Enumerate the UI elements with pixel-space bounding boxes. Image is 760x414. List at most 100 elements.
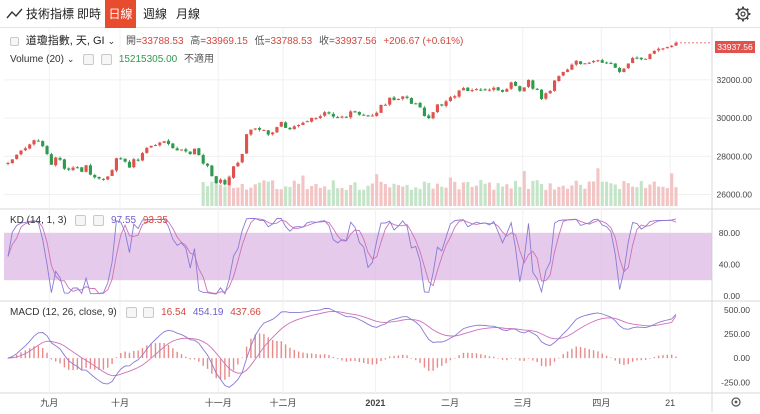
candle-body [58, 157, 62, 160]
macd-hist-bar [610, 357, 612, 359]
macd-hist-bar [649, 358, 651, 359]
candle-body [613, 63, 617, 68]
indicators-menu[interactable]: 技術指標 [26, 7, 75, 21]
macd-hist-bar [289, 347, 291, 359]
candle-body [132, 159, 136, 168]
candle-body [327, 112, 331, 114]
volume-bar [579, 184, 583, 206]
symbol-label[interactable]: 道瓊指數, 天, GI [25, 35, 105, 47]
macd-hist-bar [111, 358, 113, 364]
macd-hist-bar [263, 334, 265, 359]
volume-bar [240, 184, 244, 206]
chevron-down-icon[interactable]: ⌄ [66, 54, 75, 64]
volume-bar [461, 182, 466, 206]
volume-bar [513, 180, 518, 206]
candle-body [336, 117, 340, 119]
chevron-down-icon[interactable]: ⌄ [107, 36, 116, 46]
close-icon[interactable] [93, 214, 105, 226]
volume-bar [448, 177, 453, 206]
volume-bar [522, 171, 526, 206]
volume-bar [466, 181, 470, 206]
candle-body [674, 42, 678, 46]
volume-bar [570, 185, 574, 206]
settings-icon[interactable] [125, 306, 137, 318]
macd-hist-bar [449, 358, 452, 361]
candle-body [240, 154, 244, 163]
candle-body [414, 103, 418, 105]
chart-canvas[interactable]: 九月 十月 十一月 十二月 2021 二月 三月 四月 21 26000.00 28000.00 30… [0, 28, 760, 412]
candle-body [470, 90, 474, 92]
macd-hist-bar [432, 358, 434, 371]
tab-realtime[interactable]: 即時 [77, 7, 102, 21]
gear-icon[interactable] [734, 0, 752, 28]
volume-bar [327, 189, 331, 206]
volume-bar [231, 188, 236, 206]
macd-hist-bar [484, 355, 486, 359]
candle-body [383, 104, 387, 106]
volume-bar [487, 182, 492, 206]
macd-hist-bar [371, 358, 374, 365]
close-icon[interactable] [143, 306, 155, 318]
volume-bar [396, 185, 400, 206]
macd-hist-bar [68, 358, 70, 370]
price-legend: 道瓊指數, 天, GI ⌄ 開=33788.53 高=33969.15 低=337… [10, 34, 463, 49]
candle-body [15, 154, 19, 160]
macd-hist-bar [441, 358, 443, 366]
volume-bar [340, 187, 344, 206]
collapse-icon[interactable] [10, 36, 19, 46]
candle-body [579, 61, 583, 65]
candle-body [166, 140, 171, 144]
candle-body [531, 80, 535, 89]
y-tick-label: 26000.00 [717, 190, 753, 200]
candle-body [544, 93, 548, 99]
macd-hist-bar [328, 354, 330, 359]
volume-bar [435, 183, 439, 206]
tab-weekly[interactable]: 週線 [143, 7, 168, 21]
macd-hist-bar [670, 354, 673, 359]
volume-bar [418, 188, 422, 206]
macd-hist-bar [319, 354, 322, 359]
close-icon[interactable] [101, 53, 113, 65]
candle-body [565, 69, 570, 72]
k-line [7, 217, 677, 295]
macd-hist-bar [336, 358, 339, 360]
candle-body [661, 48, 665, 50]
macd-hist-bar [137, 350, 139, 359]
close-label: 收= [318, 36, 335, 47]
indicator-icon[interactable] [6, 0, 24, 28]
candle-body [184, 149, 188, 152]
tab-monthly[interactable]: 月線 [176, 7, 201, 21]
volume-bar [383, 184, 387, 206]
toolbar: 技術指標 即時 日線 週線 月線 [0, 0, 760, 28]
candle-body [279, 121, 283, 127]
volume-bar [587, 181, 591, 206]
macd-hist-bar [588, 349, 590, 359]
candle-body [539, 89, 544, 100]
macd-hist-bar [519, 358, 521, 361]
volume-bar [323, 186, 327, 206]
gear-icon[interactable] [729, 395, 743, 409]
volume-bar [613, 184, 617, 206]
volume-bar [561, 185, 565, 206]
low-label: 低= [254, 36, 271, 47]
candle-body [140, 153, 145, 161]
volume-bar [500, 186, 505, 206]
kd-label[interactable]: KD (14, 1, 3) [10, 215, 67, 226]
macd-hist-bar [245, 346, 248, 359]
high-value: 33969.15 [206, 36, 248, 47]
x-tick-label: 2021 [365, 398, 385, 408]
macd-label[interactable]: MACD (12, 26, close, 9) [10, 307, 117, 318]
volume-label[interactable]: Volume (20) [10, 54, 64, 65]
macd-hist-bar [176, 351, 178, 359]
volume-bar [492, 189, 496, 206]
open-value: 33788.53 [141, 36, 184, 47]
macd-hist-bar [185, 356, 187, 359]
candle-body [570, 64, 574, 70]
tab-daily[interactable]: 日線 [105, 0, 136, 28]
settings-icon[interactable] [83, 53, 95, 65]
volume-bar [618, 189, 622, 206]
volume-bar [509, 188, 513, 206]
volume-bar [249, 187, 253, 206]
candle-body [461, 88, 466, 91]
settings-icon[interactable] [75, 214, 87, 226]
